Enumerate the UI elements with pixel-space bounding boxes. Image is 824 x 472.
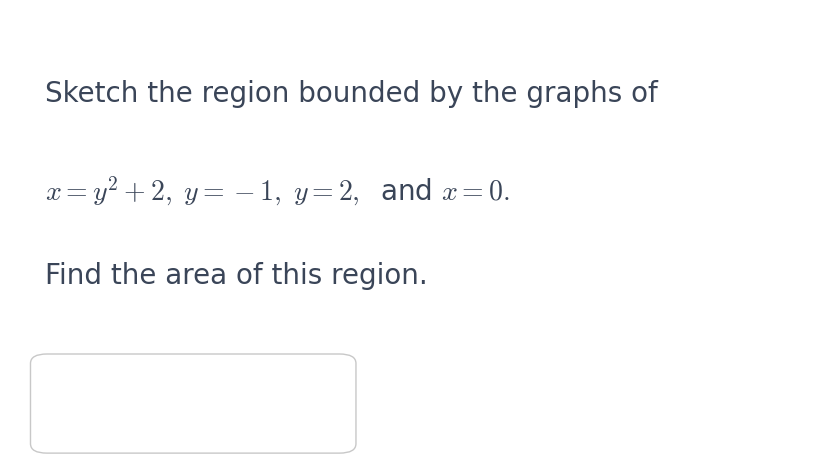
- Text: Sketch the region bounded by the graphs of: Sketch the region bounded by the graphs …: [45, 80, 658, 109]
- Text: $x = y^2 + 2, \; y = -1, \; y = 2, \;$ and $x = 0.$: $x = y^2 + 2, \; y = -1, \; y = 2, \;$ a…: [45, 175, 510, 208]
- Text: Find the area of this region.: Find the area of this region.: [45, 262, 428, 290]
- FancyBboxPatch shape: [30, 354, 356, 453]
